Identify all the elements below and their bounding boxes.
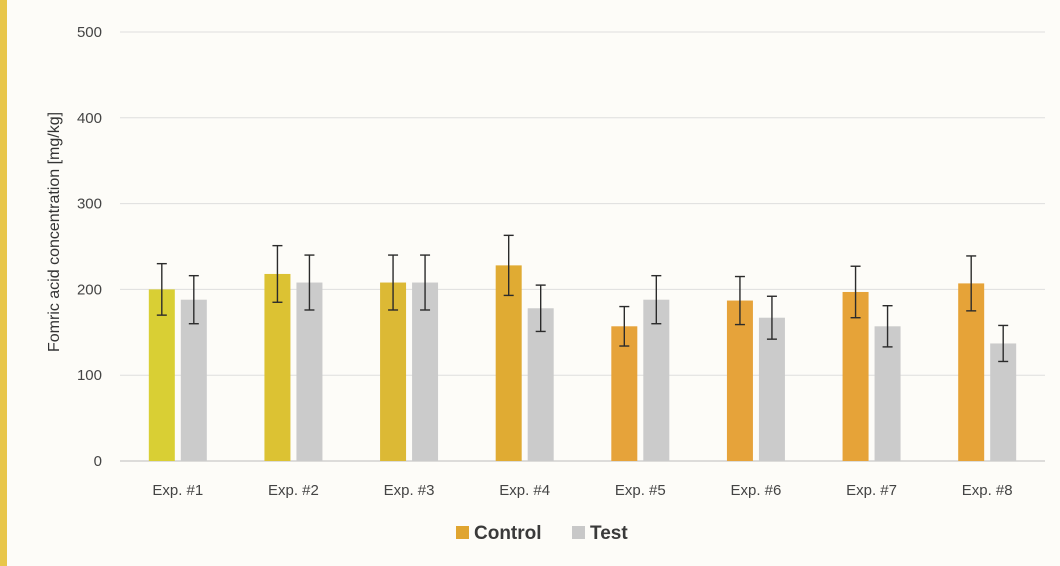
control-bar <box>148 289 175 461</box>
legend-control: Control <box>456 523 542 544</box>
error-bar <box>882 305 893 348</box>
legend-test: Test <box>572 523 628 544</box>
error-bar <box>966 255 977 312</box>
test-bar <box>643 299 670 461</box>
gridlines <box>120 31 1045 462</box>
y-axis-label: Fomric acid concentration [mg/kg] <box>46 112 63 352</box>
error-bar <box>998 324 1009 363</box>
legend: Control Test <box>456 523 628 544</box>
y-tick-label: 100 <box>77 367 102 384</box>
error-bar <box>304 254 315 311</box>
test-bar <box>527 308 554 461</box>
error-bars <box>156 234 1009 363</box>
x-tick-label: Exp. #4 <box>499 482 550 499</box>
control-bar <box>958 283 985 461</box>
error-bar <box>388 254 399 311</box>
error-bar <box>272 244 283 303</box>
legend-control-swatch <box>456 526 469 539</box>
test-bar <box>874 326 901 461</box>
bars <box>148 265 1017 461</box>
x-tick-label: Exp. #7 <box>846 482 897 499</box>
control-bar <box>726 300 753 461</box>
error-bar <box>188 274 199 325</box>
y-tick-label: 200 <box>77 281 102 298</box>
test-bar <box>180 299 207 461</box>
error-bar <box>156 262 167 316</box>
y-tick-label: 500 <box>77 24 102 41</box>
x-tick-label: Exp. #8 <box>962 482 1013 499</box>
control-bar <box>611 326 638 461</box>
y-tick-label: 400 <box>77 110 102 127</box>
left-accent-rule <box>0 0 7 566</box>
x-tick-label: Exp. #3 <box>384 482 435 499</box>
legend-control-label: Control <box>474 523 542 544</box>
legend-test-label: Test <box>590 523 628 544</box>
x-tick-label: Exp. #2 <box>268 482 319 499</box>
error-bar <box>503 234 514 297</box>
error-bar <box>850 265 861 319</box>
error-bar <box>420 254 431 311</box>
control-bar <box>842 291 869 461</box>
test-bar <box>296 282 323 461</box>
control-bar <box>264 273 291 461</box>
x-tick-label: Exp. #5 <box>615 482 666 499</box>
error-bar <box>619 305 630 347</box>
error-bar <box>651 274 662 325</box>
y-tick-label: 300 <box>77 196 102 213</box>
x-tick-label: Exp. #1 <box>152 482 203 499</box>
x-tick-label: Exp. #6 <box>731 482 782 499</box>
error-bar <box>535 284 546 333</box>
y-axis-ticks: 0 100 200 300 400 500 <box>77 24 102 470</box>
legend-test-swatch <box>572 526 585 539</box>
control-bar <box>380 282 407 461</box>
control-bar <box>495 265 522 461</box>
error-bar <box>766 295 777 340</box>
x-axis-ticks: Exp. #1 Exp. #2 Exp. #3 Exp. #4 Exp. #5 Exp. … <box>152 482 1012 499</box>
error-bar <box>734 275 745 326</box>
test-bar <box>758 317 785 461</box>
test-bar <box>990 343 1017 461</box>
test-bar <box>412 282 439 461</box>
y-tick-label: 0 <box>94 453 102 470</box>
